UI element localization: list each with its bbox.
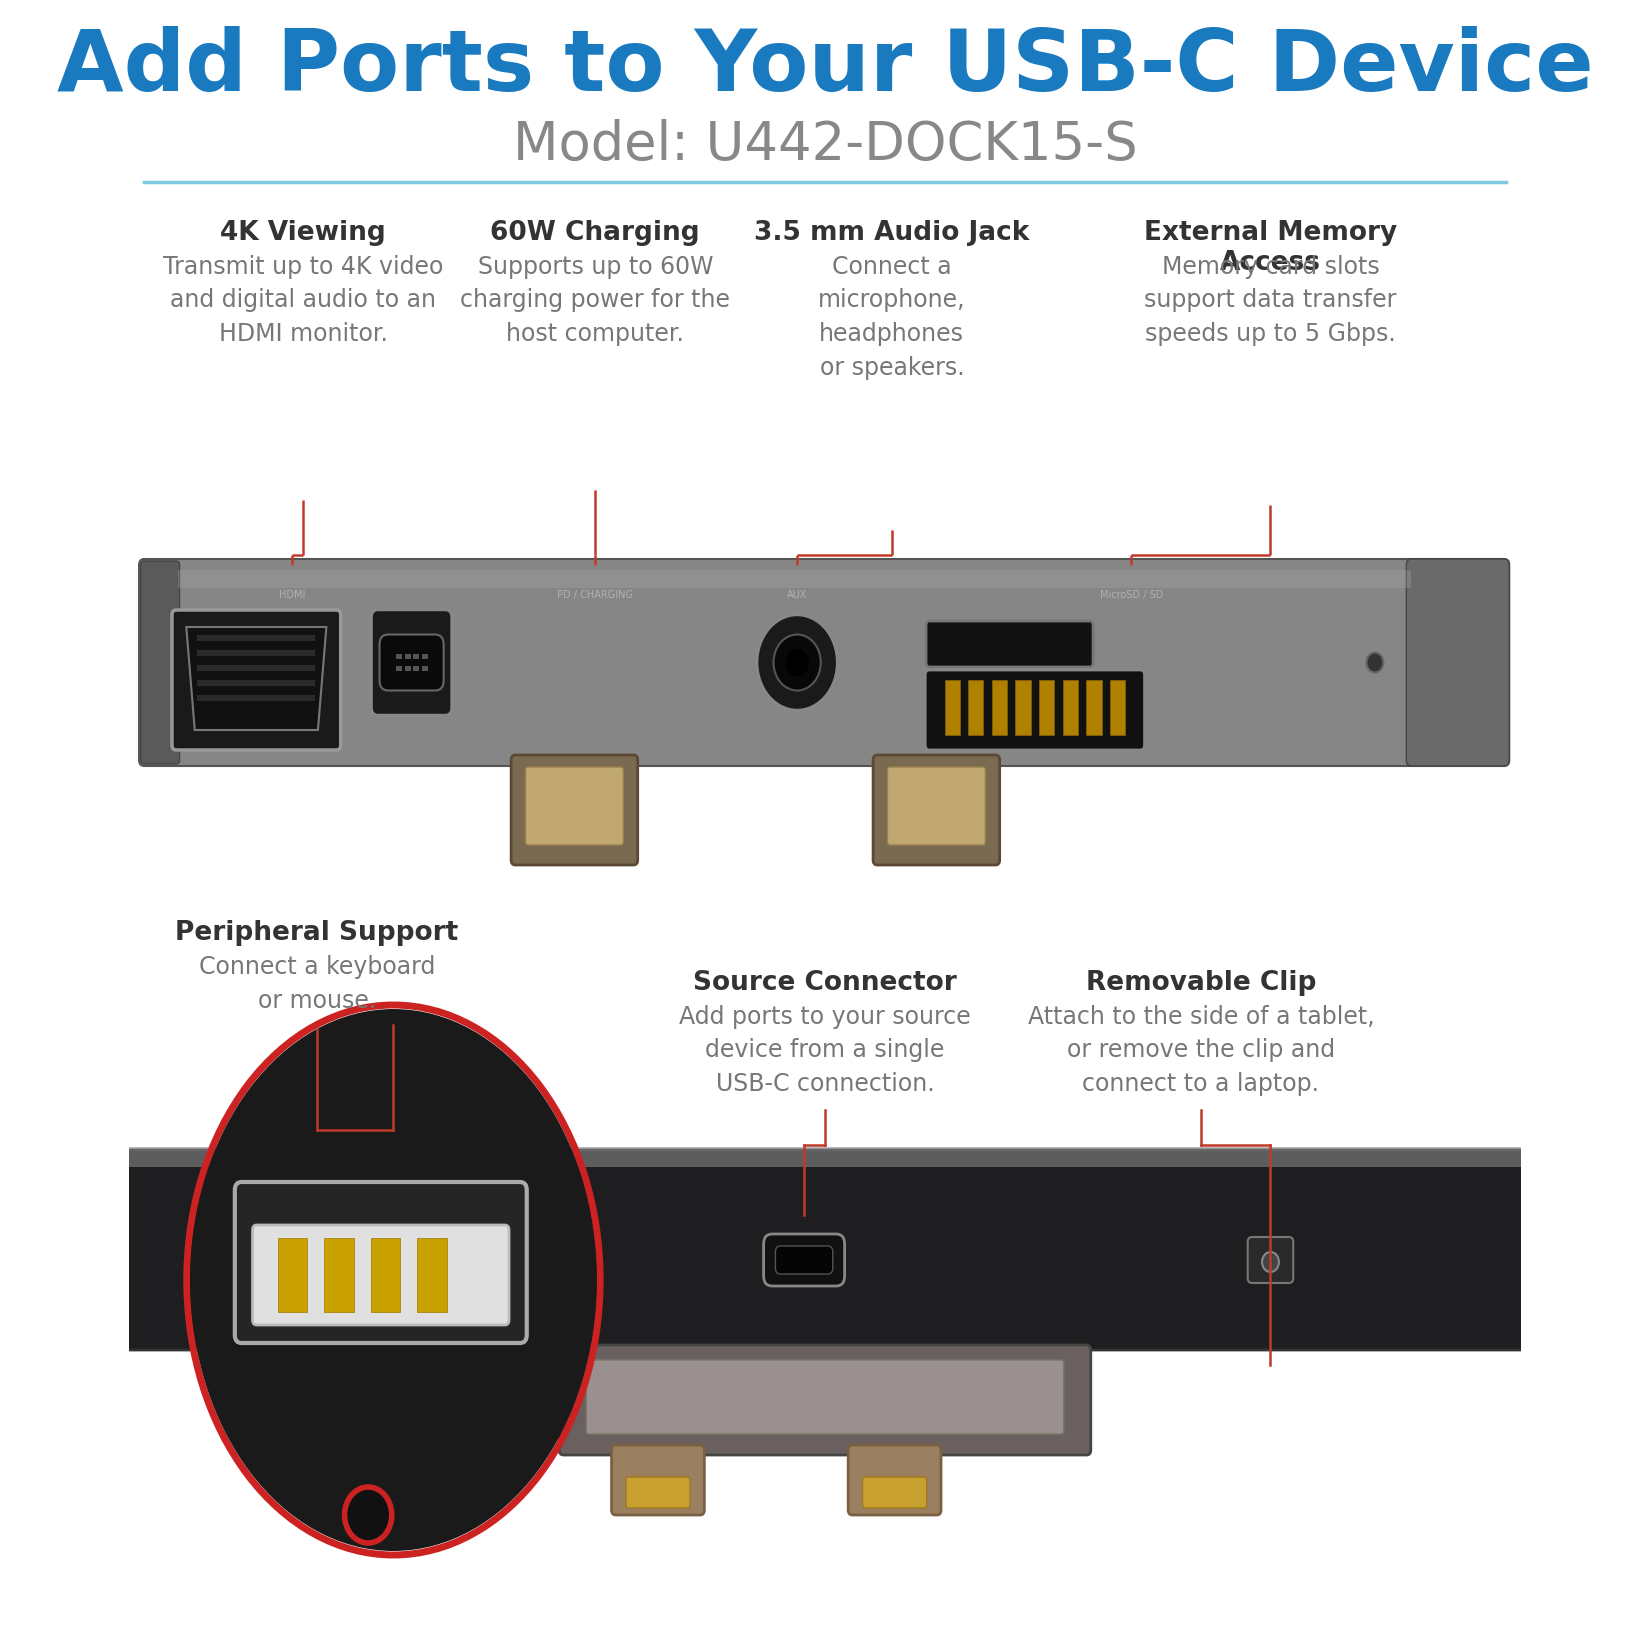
Bar [325,1238,353,1312]
FancyBboxPatch shape [525,767,624,845]
Text: Peripheral Support: Peripheral Support [175,921,459,945]
Bar [417,1238,447,1312]
FancyBboxPatch shape [172,610,340,751]
Text: Add ports to your source
device from a single
USB-C connection.: Add ports to your source device from a s… [680,1005,970,1096]
FancyBboxPatch shape [926,620,1092,667]
FancyBboxPatch shape [863,1477,927,1508]
Text: HDMI: HDMI [279,591,305,601]
Bar [992,680,1006,734]
Bar [198,635,315,640]
Bar [371,1238,401,1312]
FancyBboxPatch shape [926,670,1145,751]
Text: Transmit up to 4K video
and digital audio to an
HDMI monitor.: Transmit up to 4K video and digital audi… [163,256,444,346]
FancyBboxPatch shape [776,1246,833,1274]
Bar [1110,680,1125,734]
Circle shape [757,614,838,711]
Bar [412,665,419,670]
Text: 3.5 mm Audio Jack: 3.5 mm Audio Jack [754,219,1030,246]
Bar [404,653,411,658]
FancyBboxPatch shape [380,635,444,690]
FancyBboxPatch shape [888,767,985,845]
Bar [198,695,315,701]
Bar [1063,680,1077,734]
Text: 60W Charging: 60W Charging [490,219,700,246]
Ellipse shape [190,1010,597,1551]
Text: PD / CHARGING: PD / CHARGING [558,591,634,601]
Text: 4K Viewing: 4K Viewing [219,219,386,246]
FancyBboxPatch shape [252,1224,510,1325]
Bar [969,680,983,734]
Bar [1015,680,1031,734]
FancyBboxPatch shape [140,561,180,764]
Text: Memory card slots
support data transfer
speeds up to 5 Gbps.: Memory card slots support data transfer … [1145,256,1396,346]
FancyBboxPatch shape [1247,1238,1294,1284]
Bar [396,665,403,670]
Bar [412,653,419,658]
Circle shape [774,635,820,690]
Bar [178,569,1411,587]
Bar [1086,680,1102,734]
Text: Add Ports to Your USB-C Device: Add Ports to Your USB-C Device [56,26,1594,109]
Bar [129,1147,1521,1167]
FancyBboxPatch shape [371,609,452,716]
Text: Model: U442-DOCK15-S: Model: U442-DOCK15-S [513,119,1137,172]
FancyBboxPatch shape [586,1360,1064,1434]
FancyBboxPatch shape [512,756,637,865]
Bar [422,653,427,658]
Circle shape [1366,652,1383,673]
Text: MicroSD / SD: MicroSD / SD [1099,591,1163,601]
FancyBboxPatch shape [1406,559,1510,766]
Bar [404,665,411,670]
Bar [198,650,315,657]
Bar [198,680,315,686]
Text: Connect a keyboard
or mouse.: Connect a keyboard or mouse. [198,955,436,1013]
Bar [277,1238,307,1312]
Circle shape [1262,1252,1279,1272]
FancyBboxPatch shape [612,1445,705,1515]
FancyBboxPatch shape [127,1150,1523,1350]
Bar [422,665,427,670]
Text: External Memory
Access: External Memory Access [1143,219,1398,276]
Polygon shape [186,627,327,729]
Text: Removable Clip: Removable Clip [1086,970,1317,997]
Text: Attach to the side of a tablet,
or remove the clip and
connect to a laptop.: Attach to the side of a tablet, or remov… [1028,1005,1374,1096]
FancyBboxPatch shape [848,1445,940,1515]
FancyBboxPatch shape [139,559,1510,766]
FancyBboxPatch shape [764,1234,845,1285]
Text: AUX: AUX [787,591,807,601]
Bar [1040,680,1054,734]
FancyBboxPatch shape [625,1477,690,1508]
Bar [944,680,960,734]
Text: Source Connector: Source Connector [693,970,957,997]
Text: Connect a
microphone,
headphones
or speakers.: Connect a microphone, headphones or spea… [818,256,965,380]
FancyBboxPatch shape [873,756,1000,865]
Circle shape [345,1487,391,1543]
Bar [198,665,315,672]
Circle shape [785,648,808,676]
Bar [396,653,403,658]
Text: Supports up to 60W
charging power for the
host computer.: Supports up to 60W charging power for th… [460,256,731,346]
FancyBboxPatch shape [559,1345,1091,1455]
FancyBboxPatch shape [234,1181,526,1343]
